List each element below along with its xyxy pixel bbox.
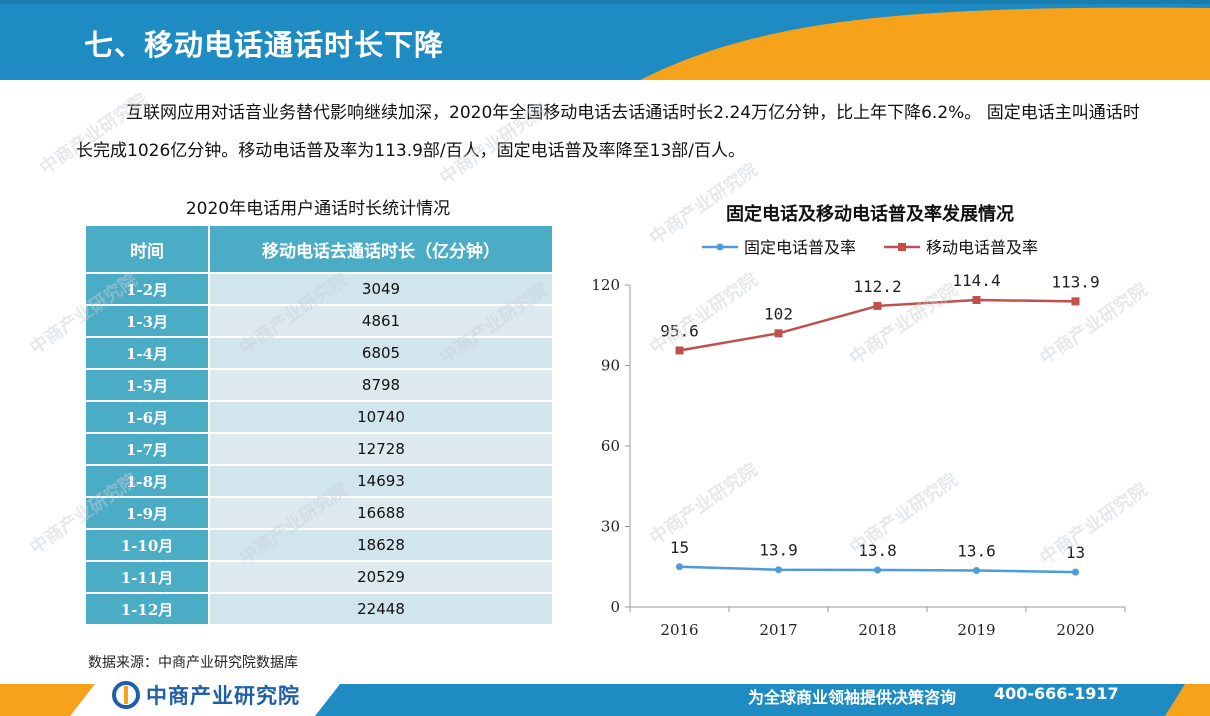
legend-marker (716, 243, 724, 251)
legend-marker (898, 243, 906, 251)
table-row: 1-6月 10740 (84, 400, 554, 434)
table-cell-value: 3049 (208, 272, 554, 306)
table-header-cell: 移动电话去通话时长（亿分钟） (208, 224, 554, 274)
table-header-cell: 时间 (84, 224, 210, 274)
data-label: 13 (1066, 543, 1085, 562)
penetration-line-chart: 固定电话普及率 移动电话普及率 0 30 60 90 120 2016 2017 2018 2019… (591, 238, 1126, 639)
table-row: 1-10月 18628 (84, 528, 554, 562)
data-point (1072, 568, 1079, 576)
table-cell-period: 1-6月 (84, 400, 210, 434)
data-point (675, 346, 684, 355)
table-row: 1-12月 22448 (84, 592, 554, 626)
page-title: 七、移动电话通话时长下降 (84, 28, 445, 62)
data-point (973, 567, 980, 575)
data-point (775, 566, 782, 574)
table-row: 1-8月 14693 (84, 464, 554, 498)
table-cell-period: 1-10月 (84, 528, 210, 562)
x-tick-label: 2019 (957, 621, 995, 639)
footer-phone: 400-666-1917 (994, 684, 1119, 703)
y-tick-label: 120 (591, 276, 620, 294)
table-cell-value: 20529 (208, 560, 554, 594)
data-label: 13.8 (858, 541, 897, 560)
x-tick-label: 2017 (759, 621, 797, 639)
data-label: 13.9 (759, 541, 798, 560)
chart-title: 固定电话及移动电话普及率发展情况 (726, 204, 1014, 225)
footer-slogan: 为全球商业领袖提供决策咨询 (748, 688, 957, 707)
data-label: 114.4 (952, 271, 1000, 290)
table-cell-value: 10740 (208, 400, 554, 434)
data-point (1071, 297, 1080, 306)
intro-paragraph: 互联网应用对话音业务替代影响继续加深，2020年全国移动电话去话通话时长2.24… (76, 103, 1140, 161)
x-tick-label: 2018 (858, 621, 896, 639)
y-tick-label: 0 (610, 598, 620, 616)
table-cell-value: 6805 (208, 336, 554, 370)
table-row: 1-7月 12728 (84, 432, 554, 466)
x-tick-label: 2016 (660, 621, 698, 639)
table-cell-period: 1-7月 (84, 432, 210, 466)
data-label: 112.2 (853, 277, 901, 296)
table-cell-period: 1-5月 (84, 368, 210, 402)
data-point (972, 296, 981, 305)
table-title: 2020年电话用户通话时长统计情况 (185, 199, 451, 219)
table-cell-period: 1-12月 (84, 592, 210, 626)
table-cell-value: 18628 (208, 528, 554, 562)
table-cell-period: 1-11月 (84, 560, 210, 594)
table-row: 1-3月 4861 (84, 304, 554, 338)
footer-logo: 中商产业研究院 (112, 680, 300, 710)
table-cell-value: 16688 (208, 496, 554, 530)
table-cell-period: 1-8月 (84, 464, 210, 498)
table-row: 1-2月 3049 (84, 272, 554, 306)
company-logo-icon (112, 681, 140, 709)
table-row: 1-4月 6805 (84, 336, 554, 370)
y-tick-label: 30 (601, 518, 620, 536)
table-cell-value: 14693 (208, 464, 554, 498)
data-point (874, 566, 881, 574)
data-point (774, 329, 783, 338)
table-header-row: 时间 移动电话去通话时长（亿分钟） (84, 224, 554, 274)
footer-background (0, 684, 1210, 716)
data-point (873, 301, 882, 310)
table-row: 1-5月 8798 (84, 368, 554, 402)
data-point (676, 563, 683, 571)
data-label: 113.9 (1051, 272, 1099, 291)
table-row: 1-11月 20529 (84, 560, 554, 594)
legend-label: 固定电话普及率 (744, 238, 856, 257)
footer-bar (0, 676, 1210, 716)
table-cell-value: 4861 (208, 304, 554, 338)
table-cell-period: 1-2月 (84, 272, 210, 306)
header-background (0, 0, 1210, 80)
footer-brand: 中商产业研究院 (146, 684, 300, 708)
table-row: 1-9月 16688 (84, 496, 554, 530)
data-source-note: 数据来源：中商产业研究院数据库 (88, 655, 298, 671)
y-tick-label: 60 (601, 437, 620, 455)
table-cell-value: 22448 (208, 592, 554, 626)
footer-orange-accent (0, 684, 95, 716)
table-cell-value: 12728 (208, 432, 554, 466)
table-cell-period: 1-4月 (84, 336, 210, 370)
data-label: 102 (764, 304, 793, 323)
table-cell-value: 8798 (208, 368, 554, 402)
data-label: 15 (670, 538, 689, 557)
legend-label: 移动电话普及率 (926, 238, 1038, 257)
table-cell-period: 1-3月 (84, 304, 210, 338)
data-label: 13.6 (957, 542, 996, 561)
header-orange-swoosh (640, 7, 1210, 80)
x-tick-label: 2020 (1056, 621, 1094, 639)
call-duration-table: 时间 移动电话去通话时长（亿分钟） 1-2月 3049 1-3月 4861 1-4月… (84, 224, 554, 626)
table-cell-period: 1-9月 (84, 496, 210, 530)
header-banner: 七、移动电话通话时长下降 (0, 0, 1210, 80)
y-tick-label: 90 (601, 357, 620, 375)
data-label: 95.6 (660, 321, 699, 340)
